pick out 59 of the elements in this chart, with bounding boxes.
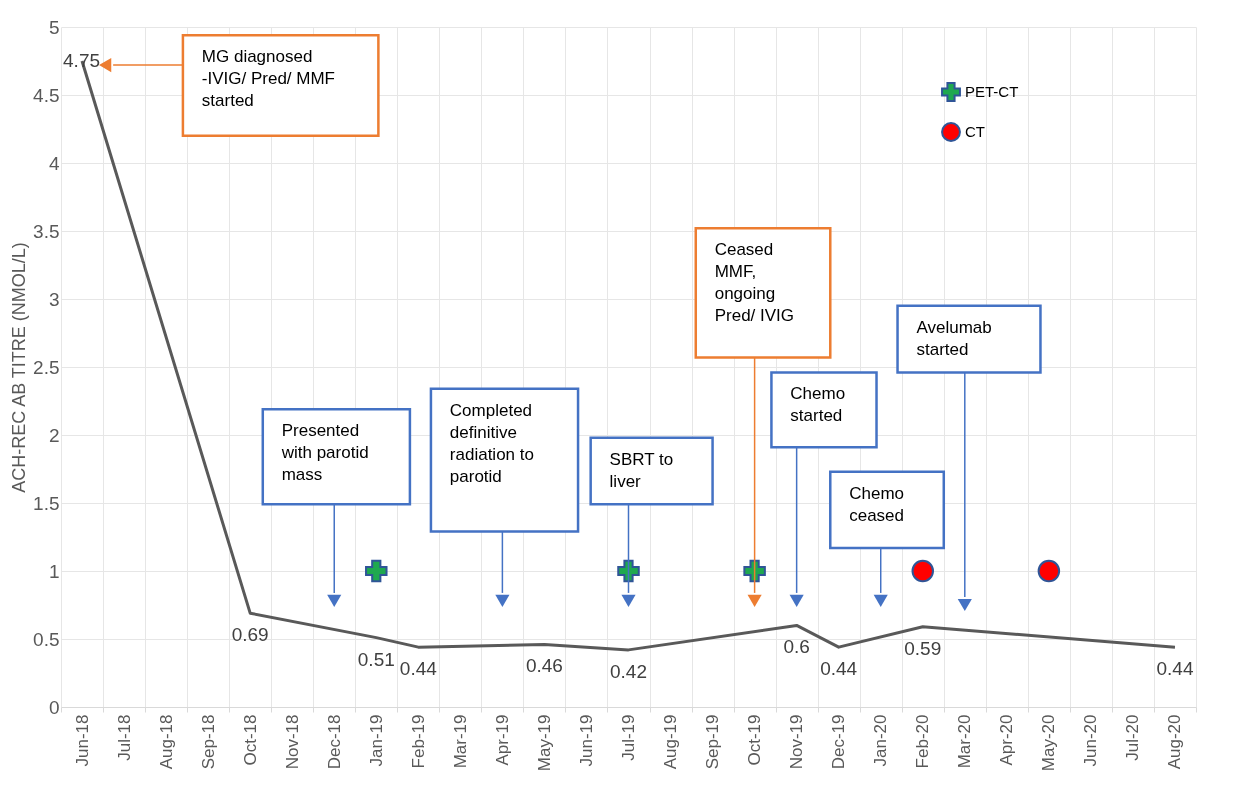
annotation: Avelumab started xyxy=(916,317,992,359)
x-tick-label: Oct-18 xyxy=(240,714,260,766)
y-tick-label: 3 xyxy=(48,288,60,310)
x-tick-label: Jul-20 xyxy=(1123,714,1143,761)
y-tick-label: 5 xyxy=(48,16,60,38)
x-tick-label: Feb-20 xyxy=(913,714,933,769)
y-tick-label: 0.5 xyxy=(33,628,60,650)
annotation: MG diagnosed -IVIG/ Pred/ MMF started xyxy=(201,47,336,111)
x-tick-label: Jun-19 xyxy=(576,714,596,767)
x-tick-label: May-20 xyxy=(1039,714,1059,772)
y-tick-label: 0 xyxy=(48,696,60,718)
x-tick-label: Nov-19 xyxy=(787,714,807,770)
data-label: 0.44 xyxy=(399,658,438,680)
x-tick-label: Mar-20 xyxy=(955,714,975,769)
x-tick-label: Sep-19 xyxy=(703,714,723,770)
y-axis-title: ACH-REC AB TITRE (NMOL/L) xyxy=(9,242,30,493)
annotation: Ceased MMF, ongoing Pred/ IVIG xyxy=(714,240,795,326)
data-label: 0.51 xyxy=(357,648,395,670)
annotation: SBRT to liver xyxy=(609,449,674,491)
x-tick-label: Jul-18 xyxy=(114,714,134,761)
annotation: Chemo started xyxy=(790,384,846,426)
x-tick-label: Aug-19 xyxy=(661,714,681,770)
y-tick-label: 2.5 xyxy=(33,356,60,378)
x-tick-label: Dec-19 xyxy=(829,714,849,770)
legend-label: CT xyxy=(965,123,985,140)
data-label: 4.75 xyxy=(63,50,101,71)
x-tick-label: Feb-19 xyxy=(408,714,428,769)
x-tick-label: Jul-19 xyxy=(619,714,638,761)
x-tick-label: Apr-20 xyxy=(997,714,1017,766)
x-tick-label: Apr-19 xyxy=(492,714,512,766)
legend-label: PET-CT xyxy=(965,83,1019,100)
data-label: 0.69 xyxy=(231,624,269,646)
x-tick-label: Jan-20 xyxy=(871,714,891,767)
x-tick-label: Aug-18 xyxy=(156,714,176,770)
y-tick-label: 1.5 xyxy=(33,492,60,514)
data-label: 0.44 xyxy=(820,658,858,680)
x-tick-label: Nov-18 xyxy=(282,714,302,770)
x-tick-label: May-19 xyxy=(534,714,554,772)
y-tick-label: 2 xyxy=(48,424,60,446)
y-tick-label: 3.5 xyxy=(33,220,60,242)
x-tick-label: Sep-18 xyxy=(198,714,218,770)
y-tick-label: 1 xyxy=(48,560,60,582)
annotation: Completed definitive radiation to parotid xyxy=(449,400,534,486)
data-label: 0.44 xyxy=(1156,658,1194,680)
x-tick-label: Oct-19 xyxy=(745,714,765,766)
x-tick-label: Jun-20 xyxy=(1081,714,1101,767)
data-label: 0.46 xyxy=(525,655,563,677)
data-label: 0.6 xyxy=(783,636,810,658)
data-label: 0.42 xyxy=(610,660,647,682)
x-tick-label: Mar-19 xyxy=(450,714,470,769)
annotation: Presented with parotid mass xyxy=(280,421,369,485)
data-label: 0.59 xyxy=(904,637,942,659)
y-tick-label: 4 xyxy=(48,152,60,174)
x-tick-label: Jun-18 xyxy=(72,714,92,767)
y-tick-label: 4.5 xyxy=(33,84,60,106)
x-tick-label: Jan-19 xyxy=(366,714,386,767)
x-tick-label: Aug-20 xyxy=(1165,714,1185,770)
x-tick-label: Dec-18 xyxy=(324,714,344,770)
annotation: Chemo ceased xyxy=(849,483,905,525)
